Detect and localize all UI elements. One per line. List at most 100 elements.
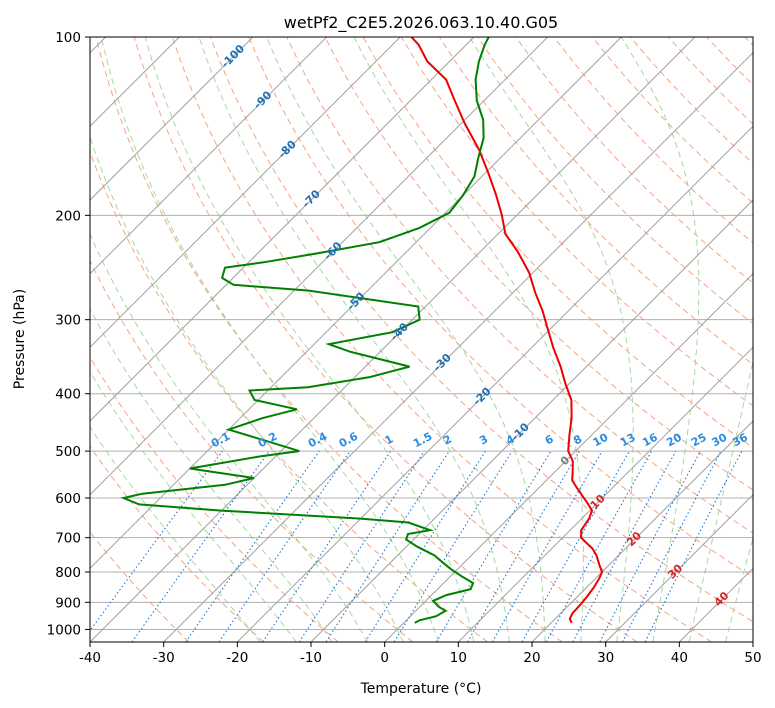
mixing-ratio-label: 2 bbox=[441, 432, 454, 447]
mixing-ratio-label: 1 bbox=[383, 432, 396, 447]
dry-adiabat bbox=[90, 150, 488, 642]
isotherm-line bbox=[90, 37, 475, 422]
isotherm-line bbox=[90, 37, 328, 275]
mixing-ratio-label: 3 bbox=[477, 432, 490, 447]
x-tick-label: -10 bbox=[300, 650, 322, 666]
moist-adiabat bbox=[353, 37, 584, 642]
isotherm-line bbox=[90, 37, 401, 349]
mixing-ratio-label: 10 bbox=[591, 431, 611, 450]
moist-adiabat bbox=[620, 37, 700, 642]
isotherm-line bbox=[163, 51, 753, 642]
mixing-ratio-line bbox=[364, 450, 486, 642]
y-tick-label: 700 bbox=[55, 531, 81, 547]
mixing-ratio-line bbox=[572, 450, 677, 642]
moist-adiabat bbox=[90, 232, 369, 642]
mixing-ratio-label: 6 bbox=[543, 432, 556, 447]
moist-adiabat bbox=[198, 37, 510, 642]
mixing-ratio-label: 8 bbox=[571, 432, 584, 447]
mixing-ratio-label: 0.2 bbox=[256, 430, 279, 451]
x-tick-label: 50 bbox=[744, 650, 761, 666]
mixing-ratio-label: 16 bbox=[640, 431, 660, 450]
dry-adiabat bbox=[90, 356, 339, 642]
background-lines bbox=[90, 37, 753, 642]
axis-layer: -40 -30 -20 -10 0 10 20 30 40 5010020030040050060… bbox=[47, 30, 762, 666]
mixing-ratio-label: 20 bbox=[664, 431, 684, 450]
isotherm-line bbox=[752, 641, 753, 642]
x-axis-label: Temperature (°C) bbox=[360, 681, 482, 697]
y-tick-label: 200 bbox=[55, 208, 81, 224]
dry-adiabat bbox=[286, 37, 753, 534]
y-axis-label: Pressure (hPa) bbox=[12, 289, 28, 389]
moist-adiabat bbox=[100, 37, 439, 642]
mixing-ratio-label: 36 bbox=[730, 431, 750, 450]
dry-adiabat bbox=[90, 259, 414, 642]
y-tick-label: 100 bbox=[55, 30, 81, 46]
isotherm-line bbox=[236, 125, 753, 642]
isotherm-label: -50 bbox=[344, 290, 367, 313]
moist-adiabat bbox=[266, 37, 546, 642]
moist-adiabat bbox=[90, 370, 297, 642]
dry-adiabat bbox=[706, 37, 753, 86]
isotherm-line bbox=[678, 567, 753, 642]
isotherm-line bbox=[457, 346, 753, 642]
moist-adiabat bbox=[90, 308, 333, 642]
x-tick-label: 20 bbox=[523, 650, 540, 666]
isotherm-line bbox=[531, 420, 753, 642]
y-tick-label: 400 bbox=[55, 387, 81, 403]
x-tick-label: 30 bbox=[597, 650, 614, 666]
dry-adiabat bbox=[668, 37, 753, 125]
dry-adiabat bbox=[515, 37, 753, 284]
y-tick-label: 500 bbox=[55, 444, 81, 460]
mixing-ratio-line bbox=[218, 450, 351, 642]
y-tick-label: 600 bbox=[55, 491, 81, 507]
mixing-ratio-label: 0.4 bbox=[306, 430, 330, 451]
y-tick-label: 800 bbox=[55, 565, 81, 581]
isotherm-line bbox=[90, 37, 549, 496]
x-tick-label: 40 bbox=[671, 650, 688, 666]
series-layer bbox=[120, 37, 604, 624]
x-tick-label: 10 bbox=[450, 650, 467, 666]
mixing-ratio-line bbox=[545, 450, 653, 642]
dry-adiabat bbox=[553, 37, 753, 244]
mixing-ratio-line bbox=[325, 450, 450, 642]
mixing-ratio-label: 1.5 bbox=[411, 430, 434, 451]
moist-adiabat bbox=[90, 135, 404, 642]
mixing-ratio-label: 13 bbox=[618, 431, 638, 450]
dry-adiabat bbox=[210, 37, 753, 623]
mixing-ratio-label: 0.1 bbox=[209, 430, 232, 451]
mixing-ratio-label: 25 bbox=[689, 431, 709, 450]
temperature-profile bbox=[410, 37, 604, 624]
moist-adiabat bbox=[90, 426, 261, 642]
mixing-ratio-label: 30 bbox=[710, 431, 730, 450]
dry-adiabat bbox=[90, 531, 190, 642]
mixing-ratio-line bbox=[599, 450, 701, 642]
moist-adiabat bbox=[688, 358, 753, 642]
mixing-ratio-line bbox=[644, 450, 743, 642]
mixing-ratio-label: 0.6 bbox=[337, 430, 361, 451]
isotherm-label: -20 bbox=[470, 385, 493, 408]
mixing-ratio-line bbox=[435, 450, 552, 642]
dry-adiabat bbox=[90, 445, 264, 642]
isotherm-line bbox=[310, 199, 753, 642]
mixing-ratio-line bbox=[185, 450, 320, 642]
x-tick-label: -20 bbox=[226, 650, 248, 666]
x-tick-label: -40 bbox=[79, 650, 101, 666]
chart-title: wetPf2_C2E5.2026.063.10.40.G05 bbox=[284, 13, 558, 33]
mixing-ratio-line bbox=[298, 450, 425, 642]
isotherm-line bbox=[384, 272, 753, 642]
dry-adiabat bbox=[248, 37, 753, 578]
mixing-ratio-line bbox=[131, 450, 270, 642]
isotherm-line bbox=[90, 37, 696, 642]
y-tick-label: 300 bbox=[55, 313, 81, 329]
mixing-ratio-line bbox=[90, 450, 223, 632]
dry-adiabat bbox=[591, 37, 753, 204]
moist-adiabat bbox=[725, 536, 753, 642]
plot-frame bbox=[89, 36, 754, 643]
x-tick-label: -30 bbox=[153, 650, 175, 666]
isotherm-line bbox=[605, 493, 753, 642]
moist-adiabat bbox=[144, 37, 475, 642]
mixing-ratio-line bbox=[393, 450, 513, 642]
isotherm-line bbox=[90, 37, 254, 201]
y-tick-label: 1000 bbox=[47, 622, 81, 638]
dry-adiabat bbox=[95, 37, 563, 642]
